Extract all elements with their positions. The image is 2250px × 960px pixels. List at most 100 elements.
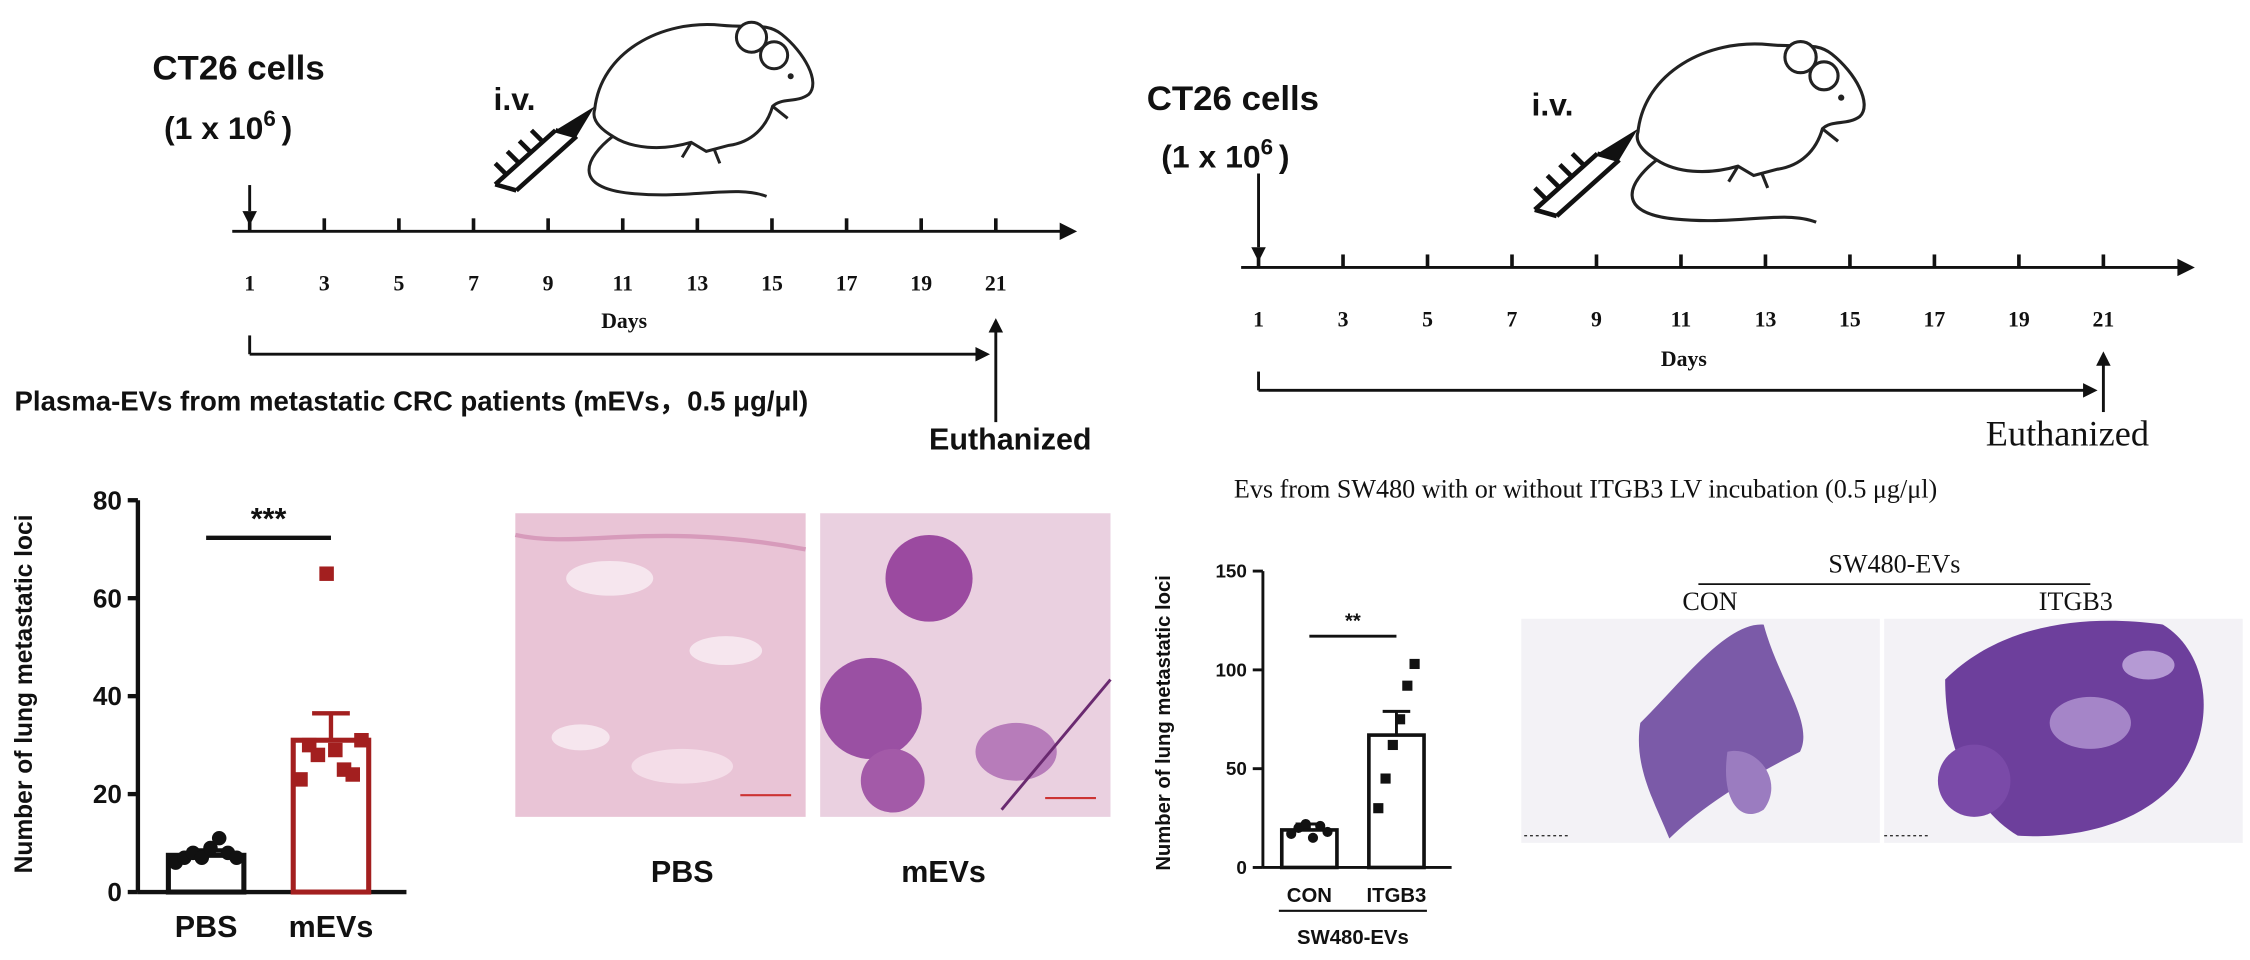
y-tick-label: 80 [93, 485, 122, 515]
data-point [1409, 658, 1420, 670]
axis-label: Days [601, 309, 647, 333]
day-label: 7 [1507, 308, 1518, 332]
image-label: mEVs [901, 855, 986, 889]
y-tick-label: 60 [93, 583, 122, 613]
day-label: 17 [836, 272, 858, 296]
day-label: 5 [1422, 308, 1433, 332]
data-point [1322, 826, 1333, 837]
image-label: CON [1682, 587, 1737, 616]
histology-itgb3 [1884, 618, 2243, 843]
data-point [1380, 773, 1391, 784]
axis-label: Days [1661, 347, 1707, 371]
group-label: SW480-EVs [1828, 550, 1960, 579]
image-label: ITGB3 [2039, 587, 2113, 616]
dose-end: ) [282, 110, 293, 146]
day-label: 19 [2008, 308, 2030, 332]
data-point [229, 850, 244, 865]
day-label: 21 [985, 272, 1007, 296]
x-tick-label: PBS [175, 910, 238, 944]
x-tick-label: ITGB3 [1367, 885, 1427, 907]
y-tick-label: 20 [93, 779, 122, 809]
y-tick-label: 50 [1226, 758, 1247, 779]
x-axis-label: SW480-EVs [1297, 927, 1409, 949]
mouse-illustration [1535, 42, 1864, 223]
treatment-arrowhead [2083, 383, 2098, 398]
data-point [293, 772, 308, 787]
histology-con [1521, 618, 1880, 843]
injection-arrowhead [1251, 247, 1266, 262]
day-label: 3 [1338, 308, 1349, 332]
y-tick-label: 100 [1215, 659, 1246, 680]
day-label: 9 [543, 272, 554, 296]
endpoint-label: Euthanized [1986, 413, 2149, 453]
image-label: PBS [651, 855, 714, 889]
y-axis-label: Number of lung metastatic loci [1153, 575, 1175, 871]
day-label: 11 [1671, 308, 1692, 332]
day-label: 9 [1591, 308, 1602, 332]
treatment-label: Plasma-EVs from metastatic CRC patients … [15, 386, 809, 417]
day-label: 19 [910, 272, 932, 296]
bar [1367, 733, 1426, 870]
endpoint-label: Euthanized [929, 423, 1091, 457]
data-point [1315, 820, 1326, 832]
x-tick-label: mEVs [289, 910, 374, 944]
data-point [1402, 680, 1413, 691]
bar [290, 737, 372, 895]
mouse-illustration [495, 22, 813, 196]
y-tick-label: 150 [1215, 561, 1246, 582]
dose-label: (1 x 106) [1161, 135, 1289, 175]
timeline-arrowhead [2177, 258, 2195, 277]
histology-mevs [820, 513, 1112, 817]
day-label: 13 [1755, 308, 1777, 332]
dose-exponent: 6 [1261, 135, 1273, 160]
histology-pbs [514, 513, 807, 817]
endpoint-arrowhead [2096, 351, 2111, 366]
dose-text: (1 x 10 [1161, 139, 1260, 175]
dose-label: (1 x 106) [164, 106, 292, 146]
data-point [328, 742, 343, 758]
data-point [1307, 832, 1319, 843]
day-label: 17 [1924, 308, 1946, 332]
day-label: 5 [393, 272, 404, 296]
data-point [1373, 803, 1384, 814]
data-point [1286, 828, 1297, 839]
day-label: 11 [612, 272, 633, 296]
data-point [319, 566, 334, 581]
cells-label: CT26 cells [1147, 80, 1319, 118]
timeline-arrowhead [1059, 222, 1078, 240]
day-label: 1 [244, 272, 255, 296]
dose-end: ) [1279, 139, 1290, 175]
significance-label: *** [251, 502, 287, 536]
data-point [1300, 818, 1311, 830]
y-tick-label: 0 [107, 877, 122, 907]
route-label: i.v. [494, 81, 536, 117]
day-label: 21 [2093, 308, 2115, 332]
day-label: 13 [686, 272, 708, 296]
y-tick-label: 40 [93, 681, 122, 711]
data-point [1395, 714, 1406, 725]
cells-label: CT26 cells [152, 50, 324, 88]
treatment-label: Evs from SW480 with or without ITGB3 LV … [1234, 474, 1937, 503]
day-label: 7 [468, 272, 479, 296]
data-point [345, 767, 360, 782]
y-tick-label: 0 [1236, 857, 1247, 878]
y-axis-label: Number of lung metastatic loci [11, 515, 38, 874]
x-tick-label: CON [1287, 885, 1332, 907]
data-point [194, 850, 210, 865]
data-point [211, 830, 227, 846]
dose-text: (1 x 10 [164, 110, 263, 146]
route-label: i.v. [1531, 87, 1573, 123]
data-point [1387, 739, 1398, 751]
data-point [310, 747, 326, 763]
data-point [203, 840, 218, 856]
injection-arrowhead [242, 211, 257, 226]
dose-exponent: 6 [263, 106, 275, 131]
day-label: 3 [319, 272, 330, 296]
treatment-arrowhead [975, 346, 990, 362]
day-label: 15 [1839, 308, 1861, 332]
day-label: 15 [761, 272, 783, 296]
significance-label: ** [1345, 611, 1361, 633]
endpoint-arrowhead [988, 318, 1004, 333]
